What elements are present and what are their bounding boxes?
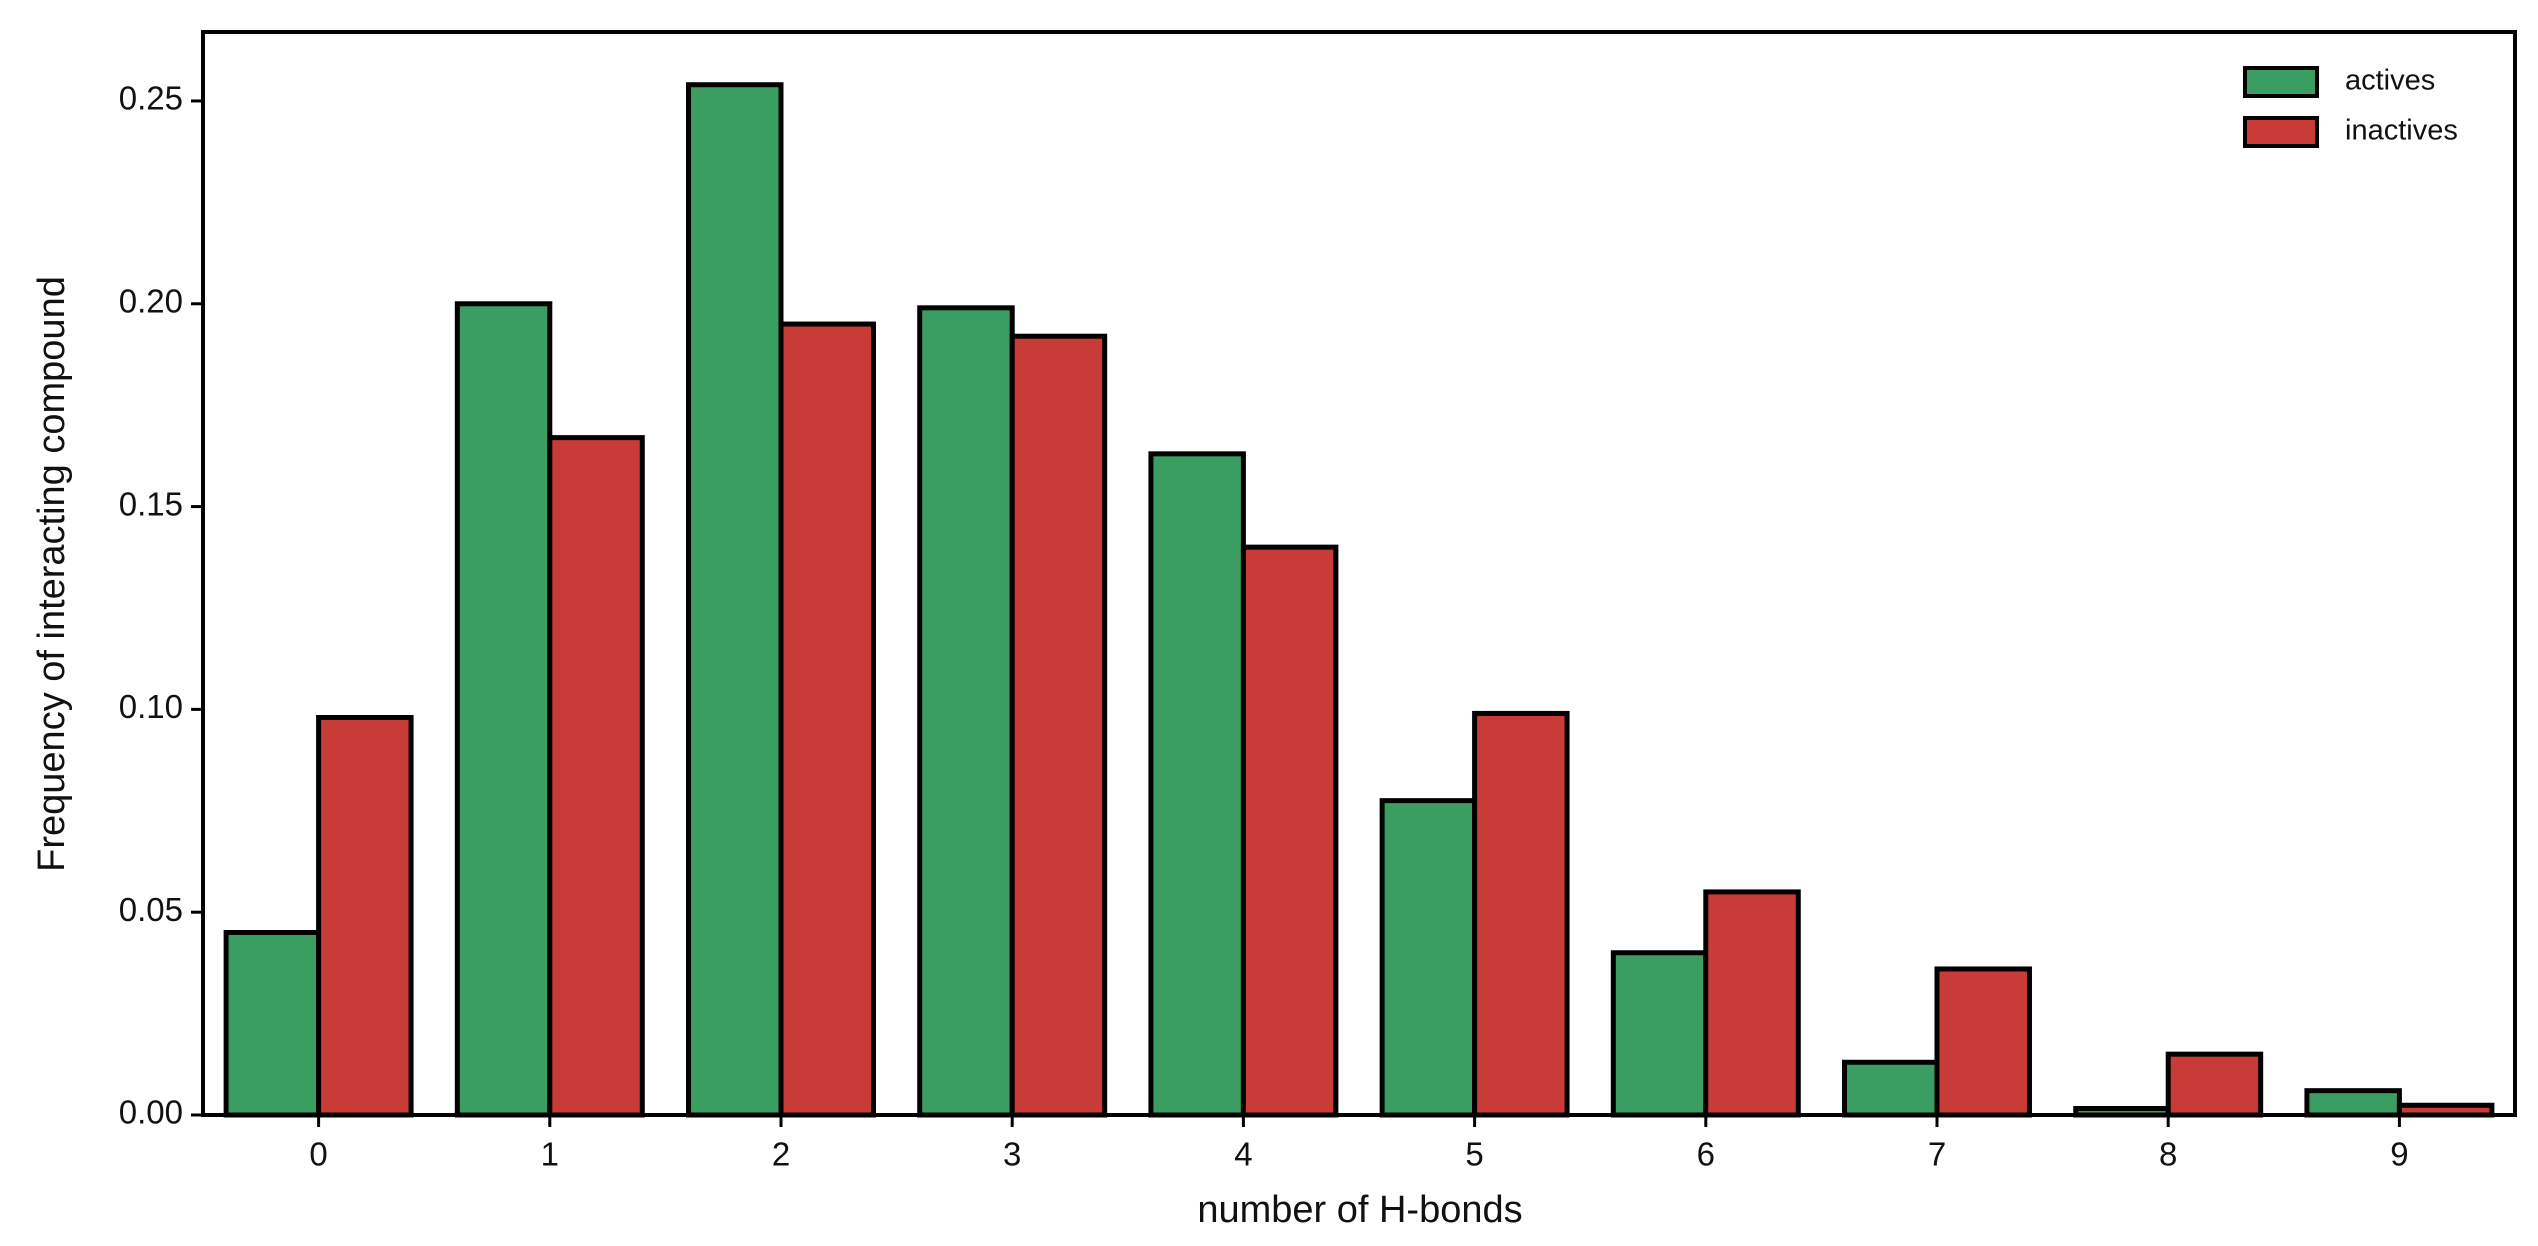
x-tick-label: 1 (541, 1136, 559, 1173)
x-tick-label: 0 (309, 1136, 327, 1173)
legend-label: actives (2345, 65, 2435, 97)
y-tick-label: 0.15 (119, 485, 183, 522)
y-axis-label: Frequency of interacting compound (31, 276, 73, 872)
legend-swatch (2243, 116, 2319, 148)
x-tick-label: 5 (1465, 1136, 1483, 1173)
y-tick-label: 0.20 (119, 282, 183, 319)
x-tick-label: 7 (1928, 1136, 1946, 1173)
bar (223, 929, 322, 1118)
bar (1379, 798, 1478, 1118)
bar (1240, 544, 1339, 1118)
bar (2165, 1051, 2264, 1118)
legend-swatch (2243, 66, 2319, 98)
x-tick-label: 4 (1234, 1136, 1252, 1173)
x-tick-label: 3 (1003, 1136, 1021, 1173)
bar (1934, 966, 2032, 1118)
x-tick-label: 2 (772, 1136, 790, 1173)
x-tick-label: 8 (2159, 1136, 2177, 1173)
bar (1610, 950, 1709, 1118)
bar (547, 435, 645, 1118)
x-tick-label: 9 (2390, 1136, 2408, 1173)
bar (686, 82, 784, 1118)
x-tick-label: 6 (1697, 1136, 1715, 1173)
bar (1842, 1059, 1940, 1118)
bar (316, 714, 414, 1118)
bar (2304, 1088, 2402, 1118)
bar (1703, 889, 1801, 1118)
bar (454, 301, 553, 1118)
y-tick-label: 0.05 (119, 891, 183, 928)
bar (917, 305, 1015, 1118)
bar (1148, 451, 1246, 1118)
legend-label: inactives (2345, 115, 2458, 147)
y-tick-label: 0.00 (119, 1094, 183, 1131)
plot-frame (201, 30, 2517, 1117)
bar (778, 321, 876, 1118)
bar (1009, 333, 1108, 1118)
y-tick-label: 0.10 (119, 688, 183, 725)
bar (1472, 710, 1570, 1118)
y-tick-label: 0.25 (119, 80, 183, 117)
x-axis-label: number of H-bonds (1197, 1189, 1522, 1231)
